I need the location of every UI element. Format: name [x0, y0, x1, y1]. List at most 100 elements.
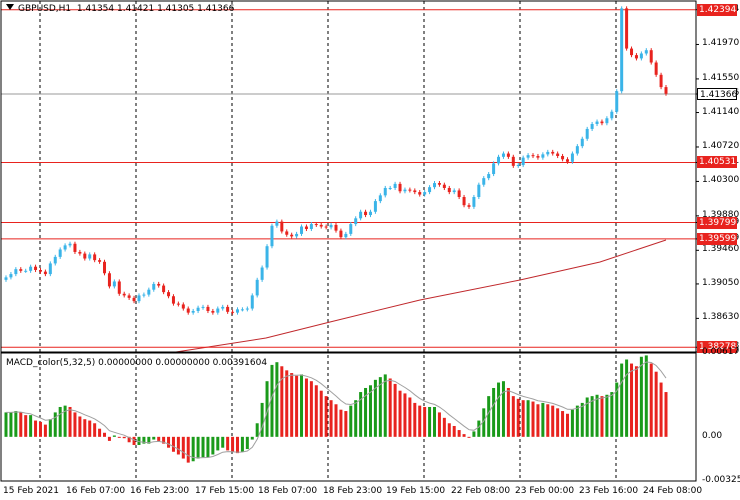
macd-bar — [191, 436, 195, 462]
macd-bar — [570, 409, 574, 437]
candle-body — [58, 249, 62, 257]
macd-histogram — [4, 355, 668, 463]
macd-bar — [221, 436, 225, 448]
candle-body — [34, 266, 38, 270]
macd-bar — [605, 394, 609, 437]
candle-body — [654, 62, 658, 75]
macd-bar — [600, 396, 604, 437]
candle-body — [482, 178, 486, 185]
macd-bar — [536, 404, 540, 437]
macd-bar — [226, 436, 230, 451]
macd-bar — [526, 400, 530, 437]
candle-body — [511, 156, 515, 166]
candle-body — [186, 308, 190, 313]
macd-bar — [423, 406, 427, 437]
macd-bar — [442, 417, 446, 437]
candle-body — [240, 309, 244, 311]
time-label: 24 Feb 08:00 — [643, 486, 703, 496]
candle-body — [162, 285, 166, 293]
candle-body — [280, 221, 284, 232]
candle-body — [585, 128, 589, 139]
candle-body — [78, 251, 82, 254]
candle-body — [285, 231, 289, 235]
macd-bar — [630, 363, 634, 437]
candle-body — [250, 295, 254, 309]
price-candles — [4, 6, 668, 315]
macd-bar — [610, 392, 614, 437]
candle-body — [536, 155, 540, 158]
macd-bar — [270, 364, 274, 437]
macd-bar — [280, 366, 284, 437]
candle-body — [452, 190, 456, 193]
macd-bar — [304, 378, 308, 437]
macd-bar — [245, 436, 249, 450]
horizontal-levels[interactable] — [1, 9, 696, 348]
candle-body — [38, 269, 42, 272]
candle-body — [418, 192, 422, 195]
candle-body — [580, 138, 584, 147]
candle-body — [196, 307, 200, 311]
macd-bar — [260, 402, 264, 437]
candle-body — [467, 205, 471, 207]
dropdown-triangle-icon[interactable] — [6, 4, 14, 10]
candle-body — [373, 201, 377, 212]
macd-bar — [634, 366, 638, 437]
candle-body — [644, 50, 648, 54]
candle-body — [349, 224, 353, 234]
candle-body — [53, 256, 57, 264]
macd-bar — [300, 374, 304, 437]
macd-bar — [462, 434, 466, 437]
candle-body — [334, 224, 338, 231]
time-label: 16 Feb 23:00 — [130, 486, 190, 496]
candle-body — [600, 121, 604, 124]
candle-body — [497, 156, 501, 164]
macd-bar — [4, 412, 8, 437]
price-label: 1.39460 — [702, 244, 740, 255]
candle-body — [575, 146, 579, 154]
macd-bar — [196, 436, 200, 459]
candle-body — [541, 154, 545, 158]
candle-body — [526, 155, 530, 158]
macd-bar — [63, 405, 67, 437]
time-label: 18 Feb 07:00 — [258, 486, 318, 496]
macd-bar — [447, 423, 451, 437]
candle-body — [107, 273, 111, 287]
candle-body — [398, 183, 402, 192]
macd-axis-label: 0.00 — [702, 430, 723, 441]
macd-bar — [408, 397, 412, 437]
macd-bar — [467, 436, 471, 438]
candle-body — [132, 297, 136, 302]
candle-body — [309, 224, 313, 229]
macd-bar — [649, 363, 653, 437]
macd-bar — [615, 382, 619, 437]
candle-body — [403, 189, 407, 192]
candle-body — [388, 187, 392, 189]
candle-body — [147, 289, 151, 295]
candle-body — [605, 118, 609, 124]
candle-body — [378, 195, 382, 202]
candle-body — [477, 184, 481, 198]
candle-body — [487, 174, 491, 179]
candle-body — [127, 295, 131, 298]
price-level-box: 1.42394 — [697, 3, 737, 16]
chart-header[interactable]: GBPUSD,H1 1.41354 1.41421 1.41305 1.4136… — [6, 4, 234, 15]
macd-bar — [501, 381, 505, 437]
candle-body — [167, 292, 171, 297]
macd-bar — [235, 436, 239, 454]
macd-bar — [329, 400, 333, 437]
macd-bar — [457, 430, 461, 437]
macd-bar — [403, 393, 407, 437]
macd-bar — [29, 415, 33, 437]
macd-bar — [349, 405, 353, 437]
candle-body — [191, 310, 195, 313]
macd-bar — [565, 413, 569, 437]
macd-bar — [477, 420, 481, 437]
candle-body — [171, 296, 175, 304]
macd-bar — [122, 436, 126, 439]
macd-bar — [497, 382, 501, 437]
macd-bar — [580, 402, 584, 437]
macd-bar — [211, 436, 215, 455]
macd-bar — [625, 359, 629, 437]
candle-body — [383, 187, 387, 196]
